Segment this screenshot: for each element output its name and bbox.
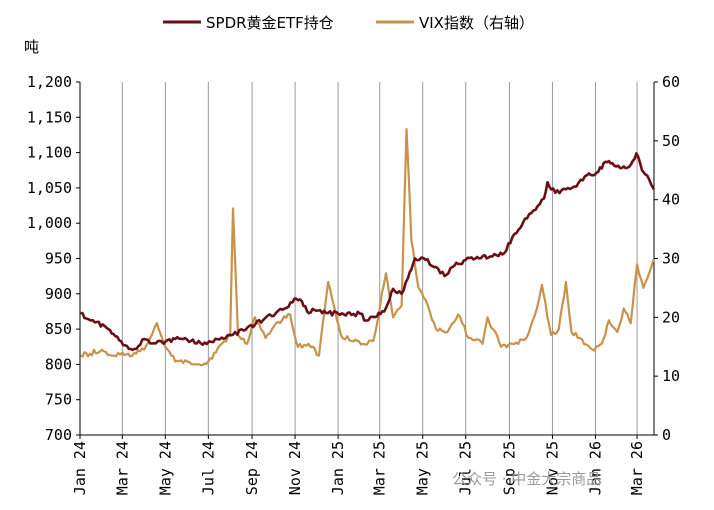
series-line-vix — [80, 128, 656, 367]
left-axis-ticks: 700 750 800 850 900 950 1,000 1,050 1,100 1,150 1,… — [27, 73, 80, 444]
left-tick-label: 700 — [45, 426, 72, 444]
legend-label-vix: VIX指数（右轴） — [419, 14, 534, 32]
x-tick-label: Jul 24 — [199, 441, 217, 495]
x-tick-label: Mar 25 — [371, 441, 389, 495]
left-tick-label: 750 — [45, 391, 72, 409]
x-tick-label: Sep 25 — [500, 441, 518, 495]
x-tick-label: May 25 — [414, 441, 432, 495]
series-layer — [80, 128, 656, 367]
watermark: 公众号 · 中金大宗商品 — [452, 470, 601, 488]
left-tick-label: 850 — [45, 320, 72, 338]
x-tick-label: May 24 — [156, 441, 174, 495]
right-axis-ticks: 0 10 20 30 40 50 60 — [654, 73, 680, 444]
legend: SPDR黄金ETF持仓 VIX指数（右轴） — [163, 14, 534, 32]
legend-label-spdr: SPDR黄金ETF持仓 — [206, 14, 334, 32]
right-tick-label: 10 — [662, 367, 680, 385]
series-line-spdr — [80, 152, 656, 352]
left-tick-label: 1,050 — [27, 179, 72, 197]
left-axis-unit: 吨 — [24, 38, 39, 56]
x-tick-label: Mar 24 — [113, 441, 131, 495]
x-tick-label: Nov 24 — [286, 441, 304, 495]
right-tick-label: 50 — [662, 132, 680, 150]
axes — [79, 82, 655, 436]
left-tick-label: 950 — [45, 250, 72, 268]
left-tick-label: 1,150 — [27, 108, 72, 126]
left-tick-label: 800 — [45, 355, 72, 373]
x-tick-label: Nov 25 — [543, 441, 561, 495]
right-tick-label: 0 — [662, 426, 671, 444]
x-tick-label: Jan 26 — [586, 441, 604, 495]
x-tick-label: Jan 24 — [71, 441, 89, 495]
left-tick-label: 1,100 — [27, 144, 72, 162]
right-tick-label: 40 — [662, 191, 680, 209]
left-tick-label: 1,200 — [27, 73, 72, 91]
right-tick-label: 20 — [662, 308, 680, 326]
x-axis-ticks: Jan 24 Mar 24 May 24 Jul 24 Sep 24 Nov 24 Jan … — [71, 435, 646, 495]
x-tick-label: Sep 24 — [243, 441, 261, 495]
gridlines — [121, 82, 638, 435]
x-tick-label: Jul 25 — [457, 441, 475, 495]
right-tick-label: 60 — [662, 73, 680, 91]
x-tick-label: Mar 26 — [628, 441, 646, 495]
right-tick-label: 30 — [662, 250, 680, 268]
x-tick-label: Jan 25 — [329, 441, 347, 495]
left-tick-label: 1,000 — [27, 214, 72, 232]
left-tick-label: 900 — [45, 285, 72, 303]
